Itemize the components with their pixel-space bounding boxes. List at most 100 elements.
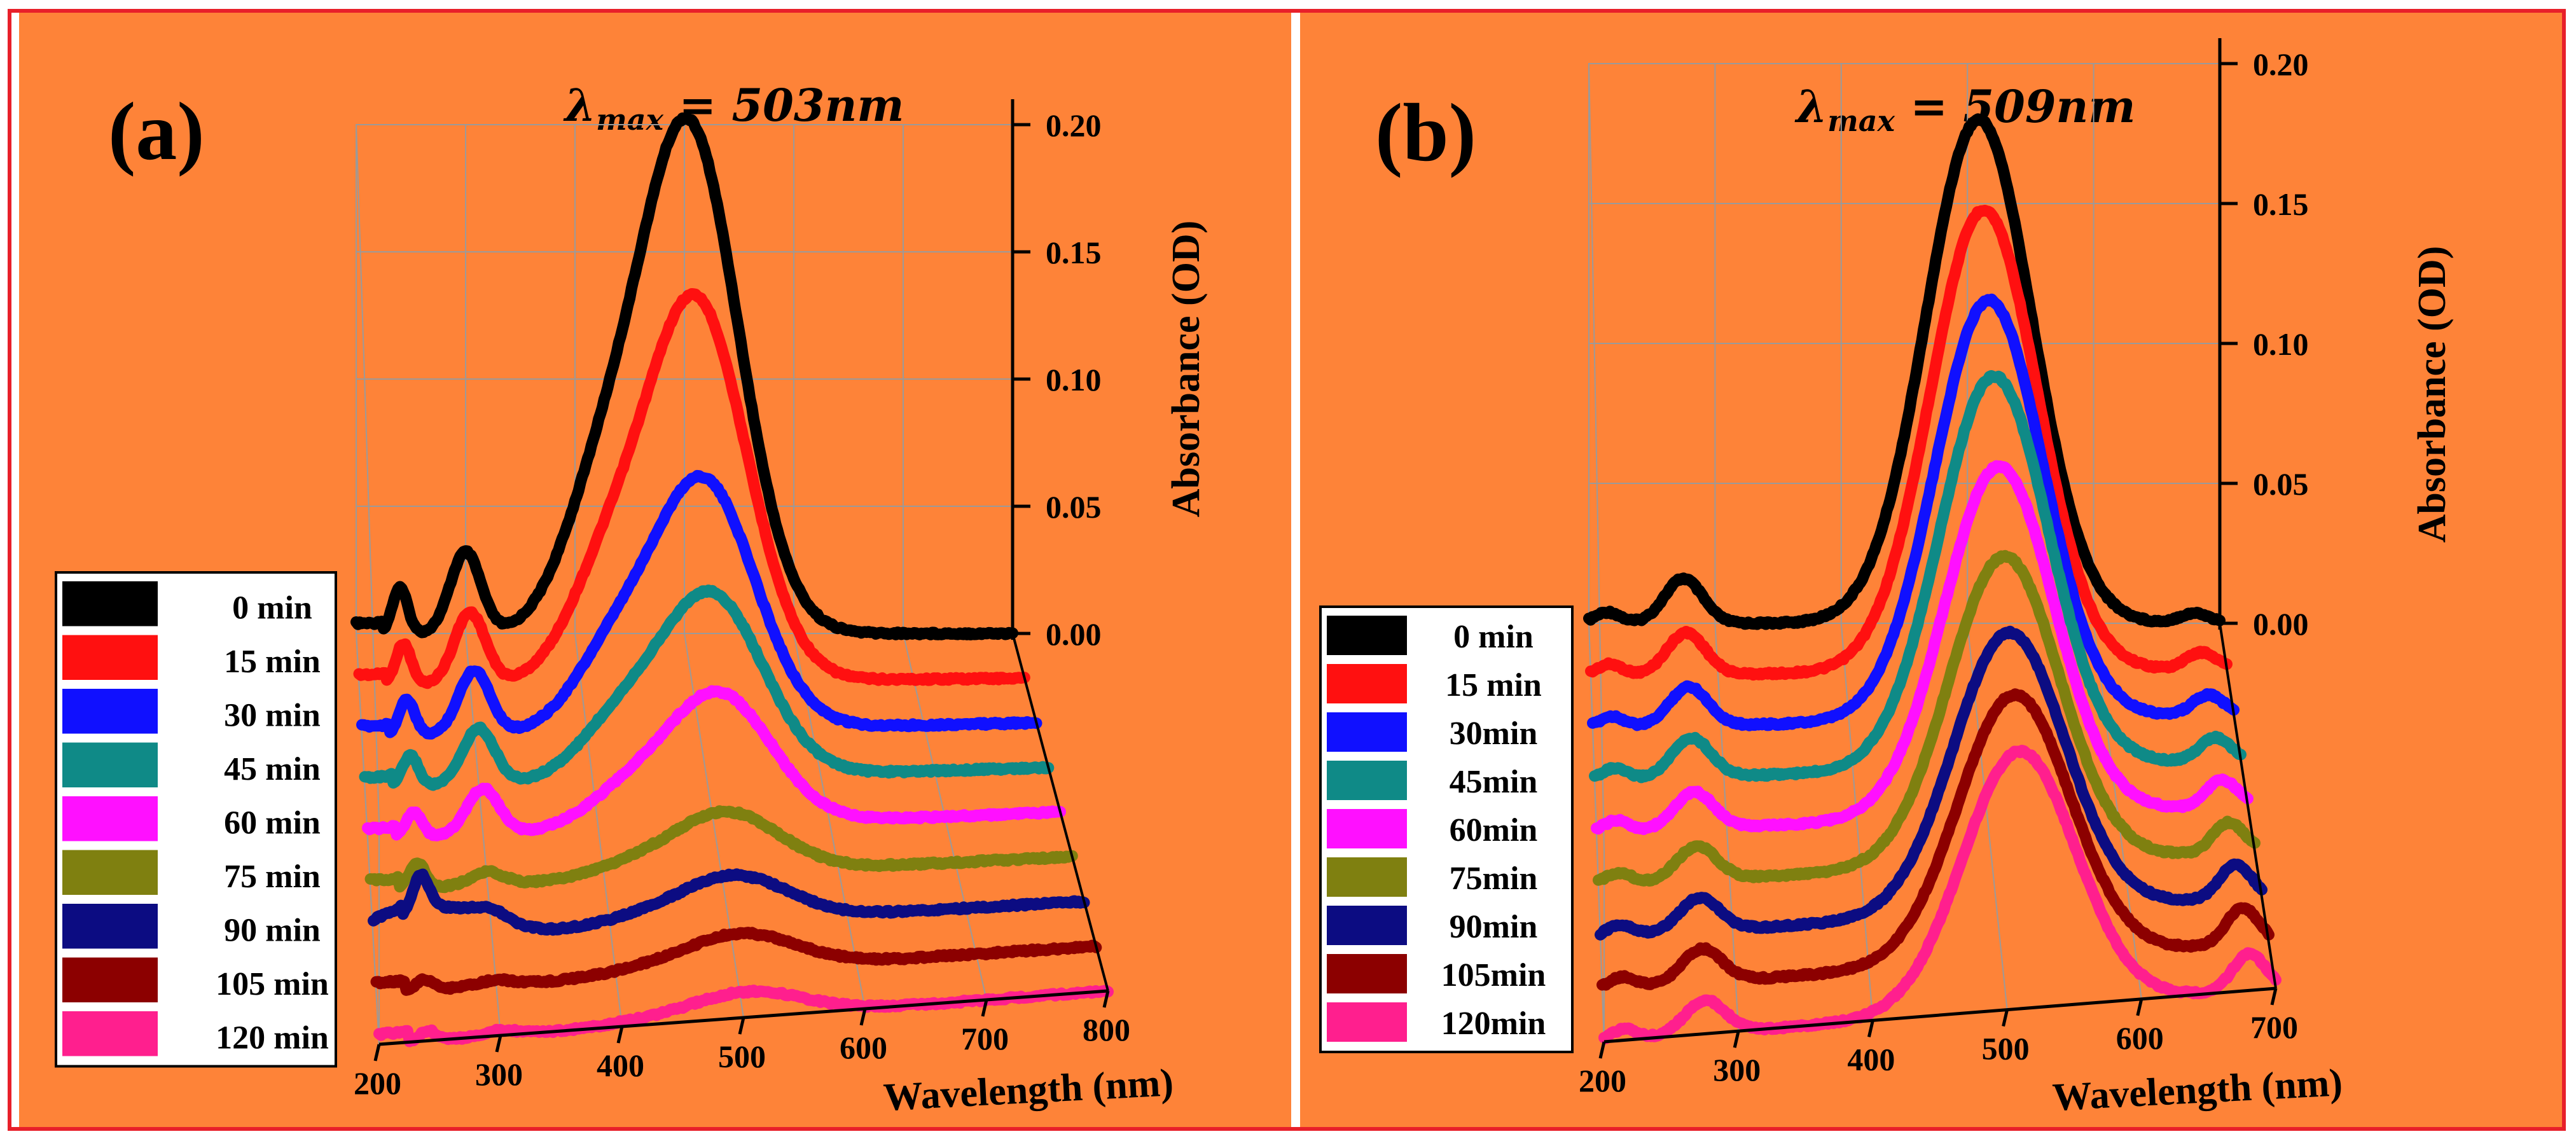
x-tick-label: 800 — [1083, 1012, 1130, 1048]
legend-label: 0 min — [232, 590, 312, 626]
legend-swatch — [62, 742, 158, 787]
legend-swatch — [62, 635, 158, 680]
y-tick-label: 0.15 — [2253, 186, 2309, 222]
x-tick-label: 500 — [1982, 1031, 2030, 1067]
legend-label: 30min — [1450, 716, 1538, 752]
y-tick-label: 0.20 — [1046, 107, 1102, 143]
x-tick-mark — [1102, 990, 1110, 1008]
y-tick-label: 0.00 — [2253, 606, 2309, 642]
series-line-0 — [350, 112, 1018, 640]
x-tick-label: 700 — [961, 1021, 1009, 1056]
legend-label: 45min — [1450, 764, 1538, 800]
figure-frame: (a) λmax = 503nm 0.00 0.05 0.10 0.15 0.20 Absor… — [8, 9, 2566, 1131]
chart-a-svg: (a) λmax = 503nm 0.00 0.05 0.10 0.15 0.20 Absor… — [55, 79, 1208, 1119]
y-tick-label: 0.05 — [2253, 466, 2309, 502]
series-line-5 — [1593, 550, 2261, 887]
x-tick-label: 700 — [2250, 1009, 2298, 1045]
left-depth-edge — [356, 633, 380, 1045]
y-axis-title: Absorbance (OD) — [1165, 221, 1208, 518]
y-tick-label: 0.15 — [1046, 235, 1102, 270]
x-tick-mark — [495, 1035, 502, 1053]
x-tick-mark — [2136, 999, 2143, 1016]
panel-label: (b) — [1375, 87, 1476, 179]
x-tick-mark — [1867, 1020, 1874, 1037]
x-tick-label: 400 — [597, 1048, 644, 1083]
grid-line-depth — [1840, 623, 1874, 1021]
series-line-6 — [1595, 625, 2268, 941]
y-tick-label: 0.00 — [1046, 616, 1102, 652]
legend-label: 120 min — [216, 1020, 329, 1056]
legend-label: 105min — [1441, 957, 1546, 993]
legend-swatch — [62, 850, 158, 895]
left-side-top-edge — [356, 124, 380, 822]
x-tick-mark — [859, 1008, 867, 1026]
grid-line-depth — [465, 633, 501, 1036]
legend-label: 90 min — [224, 913, 321, 949]
series-line-6 — [368, 868, 1090, 936]
panel-b: (b) λmax = 509nm 0.00 0.05 0.10 0.15 0.20 Absor… — [1300, 13, 2562, 1127]
x-tick-mark — [2002, 1009, 2009, 1027]
y-axis-title: Absorbance (OD) — [2411, 246, 2454, 543]
left-side-top-edge — [1588, 63, 1605, 852]
x-tick-label: 600 — [840, 1030, 887, 1065]
legend-swatch — [1327, 954, 1407, 993]
legend-swatch — [62, 957, 158, 1002]
series-line-4 — [1591, 460, 2254, 835]
x-tick-mark — [1598, 1041, 1606, 1059]
legend-swatch — [62, 1011, 158, 1056]
panel-label: (a) — [108, 86, 205, 177]
panel-a: (a) λmax = 503nm 0.00 0.05 0.10 0.15 0.20 Absor… — [19, 13, 1291, 1127]
x-tick-label: 200 — [1579, 1063, 1626, 1098]
series-line-1 — [353, 288, 1030, 689]
x-tick-label: 300 — [1713, 1052, 1761, 1088]
x-tick-label: 600 — [2116, 1020, 2164, 1056]
series-line-7 — [1596, 688, 2275, 991]
series-line-8 — [1598, 745, 2282, 1044]
series-line-3 — [1589, 370, 2247, 784]
x-axis-title: Wavelength (nm) — [882, 1061, 1174, 1119]
grid-line-depth — [574, 633, 623, 1027]
grid-line-depth — [1714, 623, 1740, 1032]
x-axis-line — [1603, 986, 2276, 1044]
legend-label: 0 min — [1453, 619, 1534, 655]
series-line-7 — [370, 927, 1102, 996]
legend-swatch — [1327, 712, 1407, 752]
series-line-3 — [359, 584, 1055, 791]
y-tick-label: 0.20 — [2253, 46, 2309, 82]
legend-swatch — [62, 904, 158, 949]
x-tick-mark — [1733, 1030, 1740, 1048]
lambda-max-annotation: λmax = 503nm — [563, 79, 904, 137]
legend-label: 45 min — [224, 751, 321, 787]
series-line-5 — [364, 805, 1078, 894]
legend-label: 105 min — [216, 966, 329, 1002]
legend-swatch — [1327, 616, 1407, 655]
legend-label: 30 min — [224, 698, 321, 734]
x-axis-title: Wavelength (nm) — [2051, 1061, 2343, 1119]
x-tick-mark — [616, 1026, 624, 1044]
legend-label: 75min — [1450, 861, 1538, 897]
x-tick-label: 400 — [1847, 1041, 1895, 1077]
legend-swatch — [1327, 906, 1407, 945]
legend: 0 min 15 min 30min 45min 60min 75min 90min 105m… — [1319, 605, 1574, 1053]
legend-label: 75 min — [224, 859, 321, 895]
series-line-2 — [1587, 293, 2240, 731]
x-tick-label: 200 — [354, 1065, 401, 1101]
legend-swatch — [1327, 664, 1407, 703]
grid-line-depth — [2093, 623, 2142, 999]
x-tick-mark — [981, 999, 988, 1017]
x-tick-label: 500 — [718, 1039, 766, 1074]
x-tick-label: 300 — [475, 1056, 523, 1092]
legend: 0 min 15 min 30 min 45 min 60 min 75 min 90 mi… — [55, 571, 337, 1068]
legend-label: 60min — [1450, 812, 1538, 848]
legend-label: 120min — [1441, 1006, 1546, 1042]
series-line-1 — [1585, 205, 2233, 681]
chart-b-svg: (b) λmax = 509nm0.000.050.100.150.20Absor… — [1319, 38, 2454, 1119]
legend-swatch — [1327, 1002, 1407, 1042]
legend-swatch — [1327, 809, 1407, 848]
y-tick-label: 0.10 — [1046, 362, 1102, 398]
x-tick-mark — [373, 1044, 381, 1061]
legend-swatch — [1327, 857, 1407, 897]
legend-label: 15 min — [1445, 667, 1542, 703]
x-tick-mark — [738, 1017, 745, 1035]
series-line-2 — [356, 469, 1042, 740]
